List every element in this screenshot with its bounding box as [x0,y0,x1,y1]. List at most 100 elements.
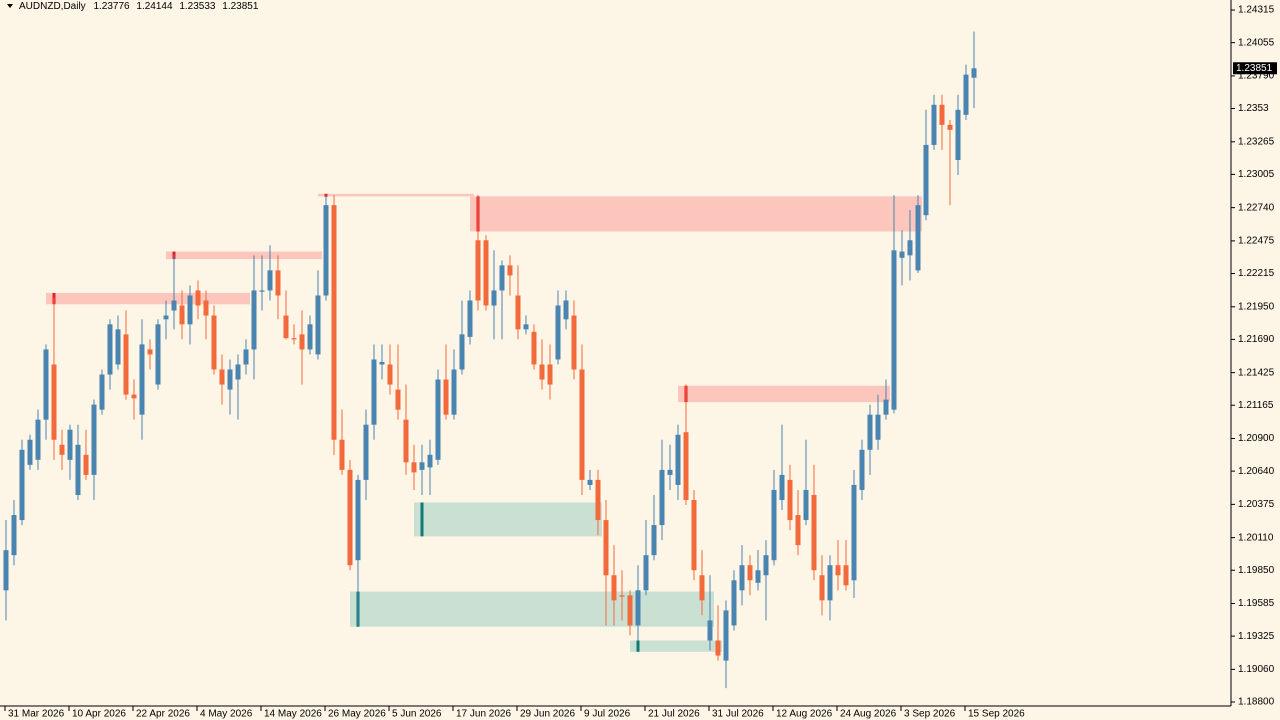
y-tick-label: 1.21950 [1238,301,1275,312]
candle-body [371,359,377,425]
candle-body [467,300,473,337]
zone-origin-marker [636,640,640,652]
candle-body [267,270,273,291]
candle-body [235,364,241,380]
candle-body [283,315,289,339]
x-tick-label: 31 Jul 2026 [712,709,764,720]
candle-body [51,364,57,440]
candle-body [459,334,465,370]
candle-body [883,399,889,415]
candle-body [539,364,545,380]
high-value: 1.24144 [136,1,173,12]
candle-body [163,315,169,320]
candle-body [731,580,737,626]
zone [470,196,922,232]
candle-body [203,300,209,316]
candle-body [771,489,777,561]
candle-body [419,462,425,470]
close-value: 1.23851 [222,1,259,12]
candle-body [315,295,321,355]
zone [630,640,722,652]
x-tick-label: 22 Apr 2026 [136,709,190,720]
x-tick-label: 3 Sep 2026 [904,709,956,720]
candle-body [939,104,945,125]
zone [46,292,250,305]
candle-body [451,369,457,415]
candle-body [835,565,841,576]
candle-body [219,369,225,385]
candle-body [875,414,881,440]
y-tick-label: 1.24315 [1238,5,1275,16]
candle-body [787,479,793,521]
candle-body [403,419,409,463]
zone [350,591,714,627]
candle-body [67,429,73,460]
candle-body [803,489,809,521]
candle-body [603,520,609,576]
candle-body [779,474,785,500]
candle-body [123,334,129,395]
candle-body [499,265,505,291]
x-tick-label: 26 May 2026 [328,709,386,720]
candle-body [867,414,873,450]
candle-body [507,265,513,276]
x-tick-label: 14 May 2026 [264,709,322,720]
candle-body [307,324,313,350]
x-tick-label: 21 Jul 2026 [648,709,700,720]
candle-body [179,305,185,325]
candle-body [627,595,633,626]
y-tick-label: 1.20110 [1238,532,1274,543]
candle-body [611,575,617,601]
candle-body [475,240,481,301]
zones [46,193,922,652]
candle-body [107,324,113,375]
x-tick-label: 9 Jul 2026 [584,709,631,720]
candle-body [155,324,161,385]
candle-body [931,104,937,145]
candle-body [243,349,249,365]
candle-body [715,640,721,656]
price-label: 1.23851 [1236,63,1273,74]
candle-body [99,374,105,410]
menu-arrow[interactable] [7,4,13,8]
candle-body [483,240,489,306]
candle-body [723,610,729,661]
x-tick-label: 31 Mar 2026 [8,709,65,720]
y-tick-label: 1.19850 [1238,565,1275,576]
candle-body [579,369,585,480]
labels: 1.24315 1.24055 1.23790 1.2353 1.23265 1.2300… [4,5,1277,720]
candle-body [851,484,857,581]
x-tick-label: 29 Jun 2026 [520,709,575,720]
y-tick-label: 1.18800 [1238,697,1275,708]
candle-body [923,144,929,216]
candle-body [899,251,905,258]
candle-body [211,315,217,370]
candle-body [43,349,49,420]
candle-body [411,462,417,473]
symbol: AUDNZD,Daily [19,1,86,12]
candle-body [891,250,897,410]
candle-body [635,590,641,626]
candle-body [275,270,281,296]
candle-body [339,439,345,470]
candle-body [11,515,17,556]
candle-body [59,444,65,455]
y-tick-label: 1.23005 [1238,169,1275,180]
candle-body [739,565,745,591]
candle-body [379,361,385,365]
candle-body [323,205,329,296]
candle-body [291,338,297,340]
y-tick-label: 1.21165 [1238,400,1274,411]
zone [166,251,322,260]
candle-body [299,334,305,350]
candle-body [35,419,41,460]
candle-body [251,290,257,350]
candle-body [395,389,401,410]
candle-body [683,432,689,500]
y-tick-label: 1.2353 [1238,103,1269,114]
candle-body [491,290,497,306]
zone [678,385,890,403]
y-tick-label: 1.22475 [1238,236,1275,247]
candle-body [595,479,601,521]
